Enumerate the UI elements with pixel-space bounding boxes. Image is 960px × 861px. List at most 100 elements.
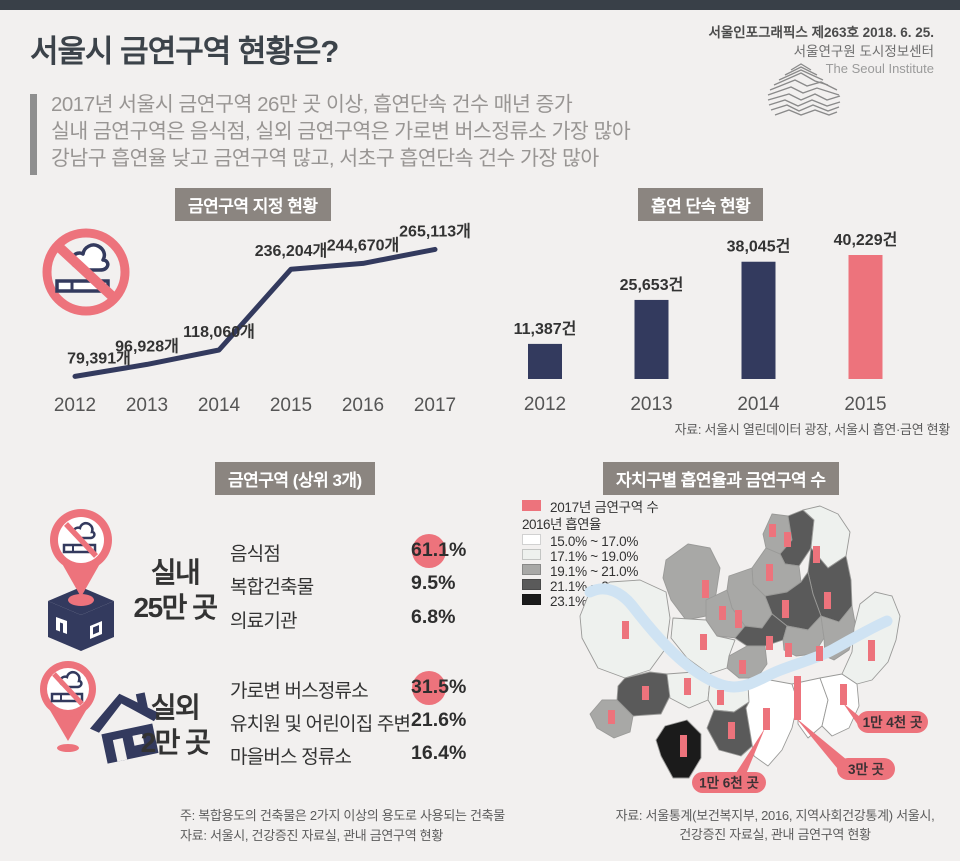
badge-map-title: 자치구별 흡연율과 금연구역 수 bbox=[603, 462, 839, 495]
summary-block: 2017년 서울시 금연구역 26만 곳 이상, 흡연단속 건수 매년 증가 실… bbox=[30, 93, 631, 175]
crackdown-bar-chart: 11,387건 2012 25,653건 2013 38,045건 2014 40,229건… bbox=[514, 231, 898, 415]
callout-pointer bbox=[843, 703, 860, 725]
indoor-row-value: 61.1% bbox=[411, 539, 467, 561]
outdoor-top-highlight bbox=[412, 671, 446, 705]
outdoor-label: 실외 bbox=[150, 692, 201, 723]
indoor-row-name: 음식점 bbox=[230, 544, 281, 565]
map-source-line2: 건강증진 자료실, 관내 금연구역 현황 bbox=[679, 827, 871, 842]
badge-top3-title: 금연구역 (상위 3개) bbox=[215, 462, 375, 495]
outdoor-pin-icon bbox=[40, 661, 161, 764]
map-zone-count-bar bbox=[684, 678, 691, 695]
indoor-row-name: 복합건축물 bbox=[230, 577, 314, 598]
map-zone-count-bar bbox=[782, 600, 789, 618]
data-label: 244,670개 bbox=[327, 235, 400, 254]
legend-zone-count-label: 2017년 금연구역 수 bbox=[550, 500, 659, 515]
map-zone-count-bar bbox=[719, 606, 726, 620]
data-label: 40,229건 bbox=[834, 231, 898, 249]
x-tick-label: 2013 bbox=[126, 395, 168, 416]
callout-bubble bbox=[837, 758, 895, 780]
data-label: 236,204개 bbox=[255, 241, 328, 260]
legend-swatch bbox=[522, 594, 541, 605]
outdoor-row-value: 31.5% bbox=[411, 676, 467, 698]
data-label: 38,045건 bbox=[727, 238, 791, 256]
house-shape bbox=[89, 692, 161, 764]
indoor-label: 실내 bbox=[150, 557, 201, 588]
indoor-row-value: 6.8% bbox=[411, 606, 456, 628]
indoor-count: 25만 곳 bbox=[133, 592, 218, 623]
legend-rate-title: 2016년 흡연율 bbox=[522, 517, 601, 532]
map-zone-count-bar bbox=[728, 722, 735, 739]
bar bbox=[528, 343, 562, 379]
org-name-english: The Seoul Institute bbox=[825, 61, 934, 76]
legend-swatch-pink bbox=[522, 500, 541, 511]
top-accent-bar bbox=[0, 0, 960, 10]
legend-class-row: 17.1% ~ 19.0% bbox=[522, 548, 639, 564]
map-zone-count-bar bbox=[763, 708, 770, 730]
x-tick-label: 2017 bbox=[414, 395, 456, 416]
outdoor-row-name: 가로변 버스정류소 bbox=[230, 681, 369, 702]
indoor-pin-icon bbox=[48, 509, 114, 651]
masthead: 서울인포그래픽스 제263호 2018. 6. 25. 서울연구원 도시정보센터… bbox=[708, 24, 934, 77]
map-zone-count-bar bbox=[824, 592, 831, 609]
legend-swatch bbox=[522, 579, 541, 590]
map-zone-count-bar bbox=[642, 686, 649, 700]
map-zone-count-bar bbox=[784, 532, 791, 547]
han-river bbox=[584, 583, 893, 693]
legend-class-row: 15.0% ~ 17.0% bbox=[522, 533, 638, 549]
callout-label: 3만 곳 bbox=[848, 762, 884, 777]
x-tick-label: 2014 bbox=[198, 395, 241, 416]
page-title: 서울시 금연구역 현황은? bbox=[30, 34, 339, 69]
map-zone-count-bar bbox=[794, 676, 801, 720]
outdoor-row-value: 16.4% bbox=[411, 742, 467, 764]
bar bbox=[848, 255, 883, 379]
seoul-institute-logo bbox=[767, 63, 841, 116]
map-zone-count-bar bbox=[813, 546, 820, 563]
bar bbox=[634, 299, 669, 379]
summary-line: 실내 금연구역은 음식점, 실외 금연구역은 가로변 버스정류소 가장 많아 bbox=[51, 120, 631, 143]
callout-pointer bbox=[734, 728, 765, 779]
map-zone-count-bar bbox=[717, 690, 724, 705]
callout-bubble bbox=[692, 772, 766, 793]
summary-line: 강남구 흡연율 낮고 금연구역 많고, 서초구 흡연단속 건수 가장 많아 bbox=[51, 147, 599, 170]
no-smoking-icon bbox=[42, 228, 130, 316]
x-tick-label: 2014 bbox=[737, 394, 780, 415]
map-zone-count-bar bbox=[816, 646, 823, 661]
data-label: 11,387건 bbox=[514, 320, 577, 338]
outdoor-count: 2만 곳 bbox=[140, 727, 211, 758]
summary-line: 2017년 서울시 금연구역 26만 곳 이상, 흡연단속 건수 매년 증가 bbox=[51, 93, 573, 116]
callout-bubble bbox=[857, 711, 928, 733]
badge-crackdown-chart-title: 흡연 단속 현황 bbox=[638, 188, 764, 221]
x-tick-label: 2015 bbox=[844, 394, 886, 415]
legend-swatch bbox=[522, 534, 541, 545]
map-district bbox=[726, 645, 768, 679]
callout-label: 1만 6천 곳 bbox=[699, 776, 759, 791]
map-zone-count-bar bbox=[680, 735, 687, 757]
map-zone-count-bar bbox=[739, 660, 746, 674]
data-label: 96,928개 bbox=[115, 336, 179, 355]
outdoor-row-value: 21.6% bbox=[411, 709, 467, 731]
map-zone-count-bar bbox=[700, 634, 707, 650]
outdoor-row-name: 마을버스 정류소 bbox=[230, 747, 352, 768]
x-tick-label: 2013 bbox=[630, 394, 672, 415]
map-zone-count-bar bbox=[769, 524, 776, 537]
legend-zone-count: 2017년 금연구역 수 bbox=[522, 496, 659, 515]
issue-number: 서울인포그래픽스 제263호 2018. 6. 25. bbox=[708, 25, 934, 40]
indoor-row-name: 의료기관 bbox=[230, 611, 298, 632]
seoul-district-map: 1만 4천 곳 3만 곳 1만 6천 곳 bbox=[579, 505, 928, 793]
map-zone-count-bar bbox=[766, 636, 773, 650]
x-tick-label: 2016 bbox=[342, 395, 384, 416]
legend-class-label: 17.1% ~ 19.0% bbox=[550, 549, 639, 564]
map-district bbox=[745, 679, 799, 767]
map-zone-count-bar bbox=[766, 564, 773, 581]
zones-trend-line bbox=[72, 246, 438, 379]
data-label: 25,653건 bbox=[620, 276, 684, 294]
legend-swatch bbox=[522, 549, 541, 560]
map-zone-count-bar bbox=[840, 684, 847, 705]
map-zone-count-bar bbox=[702, 580, 709, 598]
legend-swatch bbox=[522, 564, 541, 575]
outdoor-row-name: 유치원 및 어린이집 주변 bbox=[230, 714, 411, 735]
data-label: 79,391개 bbox=[67, 348, 131, 367]
indoor-top-highlight bbox=[412, 534, 446, 568]
crackdown-source: 자료: 서울시 열린데이터 광장, 서울시 흡연·금연 현황 bbox=[674, 422, 951, 437]
